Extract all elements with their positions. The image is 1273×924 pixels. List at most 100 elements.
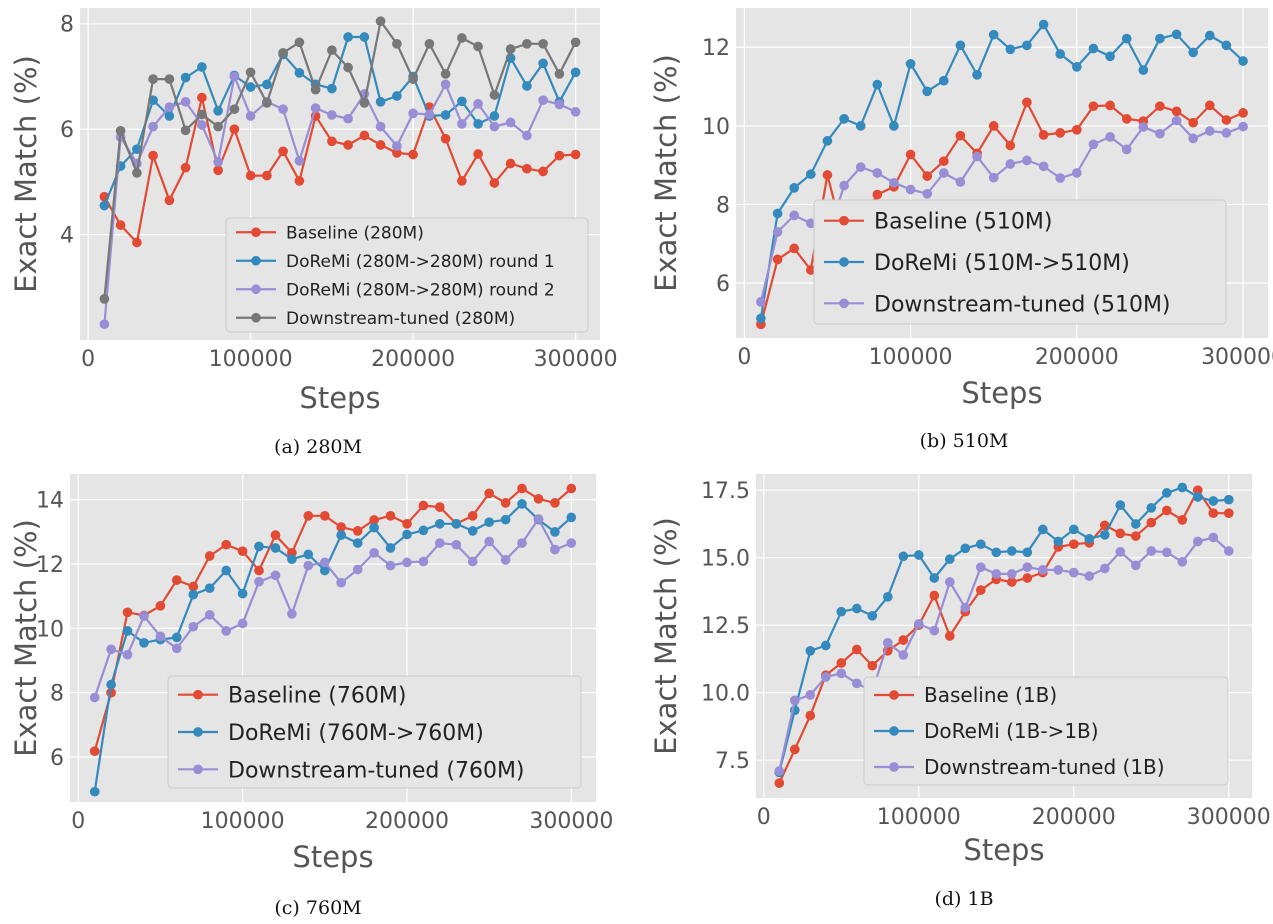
data-point bbox=[1146, 517, 1157, 528]
data-point bbox=[115, 220, 126, 230]
data-point bbox=[570, 37, 581, 48]
data-point bbox=[1155, 33, 1165, 44]
data-point bbox=[148, 121, 158, 132]
data-point bbox=[375, 16, 386, 27]
data-point bbox=[418, 556, 429, 567]
data-point bbox=[1161, 547, 1172, 558]
data-point bbox=[1084, 571, 1095, 581]
data-point bbox=[392, 148, 402, 158]
x-tick-label: 100000 bbox=[877, 805, 961, 830]
data-point bbox=[287, 609, 297, 619]
data-point bbox=[774, 778, 785, 788]
data-point bbox=[139, 637, 149, 648]
legend-item: Downstream-tuned (280M) bbox=[236, 309, 515, 329]
legend-swatch-marker bbox=[193, 727, 203, 737]
data-point bbox=[254, 576, 264, 587]
data-point bbox=[805, 690, 816, 700]
data-point bbox=[1105, 132, 1115, 142]
data-point bbox=[180, 72, 191, 83]
legend-swatch-marker bbox=[251, 255, 261, 266]
data-point bbox=[467, 556, 478, 567]
chart-panel-b: 0 100000 200000 300000 6 8 10 12 Steps Exact Matc… bbox=[636, 0, 1273, 462]
y-axis-label: Exact Match (%) bbox=[9, 55, 43, 293]
series-line bbox=[103, 35, 577, 207]
data-point bbox=[359, 130, 370, 141]
data-point bbox=[1155, 101, 1165, 112]
data-point bbox=[327, 83, 337, 94]
x-tick-label: 200000 bbox=[1035, 345, 1119, 370]
data-point bbox=[789, 695, 800, 706]
data-point bbox=[1146, 502, 1157, 513]
data-point bbox=[440, 133, 451, 144]
legend-box bbox=[167, 675, 582, 789]
data-point bbox=[938, 168, 949, 178]
data-point bbox=[772, 227, 783, 237]
data-point bbox=[1005, 44, 1016, 55]
data-point bbox=[1055, 49, 1066, 59]
data-point bbox=[180, 96, 191, 107]
data-point bbox=[1038, 19, 1049, 30]
data-point bbox=[451, 539, 462, 550]
data-point bbox=[805, 218, 816, 229]
y-tick-label: 10.0 bbox=[701, 682, 750, 707]
data-point bbox=[440, 79, 451, 90]
data-point bbox=[262, 170, 272, 181]
data-point bbox=[1221, 115, 1232, 125]
data-point bbox=[1022, 155, 1032, 166]
data-point bbox=[1099, 563, 1110, 574]
data-point bbox=[1192, 536, 1203, 547]
data-point bbox=[385, 510, 396, 521]
data-point bbox=[789, 243, 800, 254]
legend-item: DoReMi (510M->510M) bbox=[824, 251, 1130, 276]
data-point bbox=[245, 170, 256, 181]
data-point bbox=[1006, 577, 1017, 587]
data-point bbox=[418, 525, 429, 536]
data-point bbox=[294, 67, 305, 78]
data-point bbox=[789, 183, 800, 193]
data-point bbox=[1177, 556, 1188, 567]
data-point bbox=[402, 557, 412, 568]
data-point bbox=[155, 631, 166, 642]
data-point bbox=[1105, 51, 1115, 62]
x-tick-label: 300000 bbox=[534, 347, 618, 372]
data-point bbox=[408, 108, 418, 119]
caption-b: (b) 510M bbox=[919, 430, 1009, 452]
data-point bbox=[164, 74, 175, 84]
x-tick-label: 300000 bbox=[1201, 345, 1273, 370]
chart-svg: 0 100000 200000 300000 6 8 10 12 Steps Exact Matc… bbox=[649, 8, 1273, 410]
data-point bbox=[1099, 520, 1110, 531]
data-point bbox=[402, 529, 412, 540]
data-point bbox=[270, 530, 281, 540]
data-point bbox=[221, 539, 232, 550]
data-point bbox=[408, 149, 418, 160]
data-point bbox=[89, 746, 100, 757]
data-point bbox=[1068, 524, 1079, 535]
legend-swatch-marker bbox=[889, 690, 899, 700]
y-tick-label: 12.5 bbox=[701, 614, 750, 639]
legend-item: Downstream-tuned (760M) bbox=[178, 758, 525, 783]
data-point bbox=[955, 40, 966, 51]
data-point bbox=[851, 678, 862, 689]
data-point bbox=[254, 565, 264, 576]
legend-item: Baseline (510M) bbox=[824, 210, 1052, 235]
data-point bbox=[434, 502, 445, 512]
data-point bbox=[1115, 528, 1126, 539]
data-point bbox=[1188, 117, 1199, 128]
data-point bbox=[972, 151, 982, 162]
y-tick-label: 8 bbox=[716, 193, 730, 218]
data-point bbox=[538, 58, 548, 69]
legend: Baseline (1B) DoReMi (1B->1B) Downstream-t… bbox=[863, 676, 1229, 786]
data-point bbox=[473, 41, 483, 52]
data-point bbox=[392, 91, 402, 101]
data-point bbox=[1022, 547, 1033, 558]
data-point bbox=[960, 543, 971, 554]
data-point bbox=[1130, 531, 1141, 541]
data-point bbox=[424, 109, 435, 120]
data-point bbox=[1155, 128, 1165, 139]
legend-label: DoReMi (280M->280M) round 1 bbox=[286, 252, 555, 272]
data-point bbox=[385, 560, 396, 571]
data-point bbox=[836, 668, 847, 679]
legend-swatch-marker bbox=[251, 312, 261, 323]
data-point bbox=[489, 90, 500, 100]
data-point bbox=[369, 522, 379, 533]
